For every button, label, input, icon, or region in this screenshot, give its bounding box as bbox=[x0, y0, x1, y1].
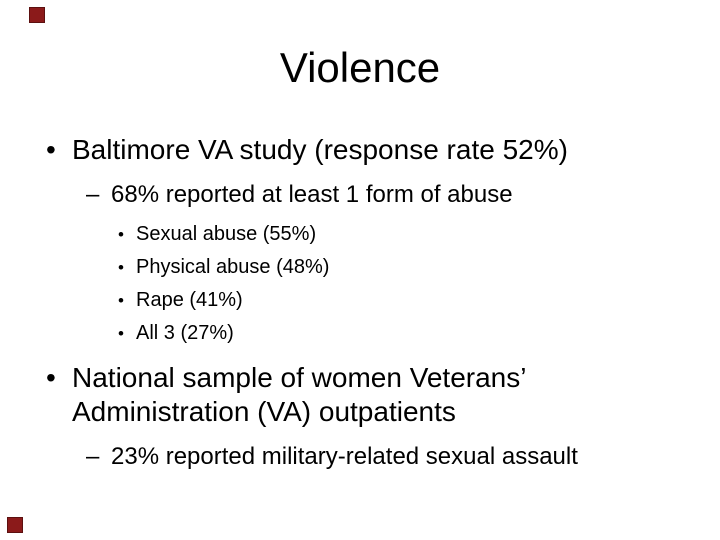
bullet-text: Baltimore VA study (response rate 52%) bbox=[72, 134, 568, 165]
list-item: • All 3 (27%) bbox=[118, 317, 329, 350]
decor-square-top-left bbox=[29, 7, 45, 23]
bullet-item-1: • Baltimore VA study (response rate 52%) bbox=[46, 133, 632, 167]
sub-bullet-list: • Sexual abuse (55%) • Physical abuse (4… bbox=[118, 218, 329, 350]
list-item: • Physical abuse (48%) bbox=[118, 251, 329, 284]
sub-bullet-2: – 23% reported military-related sexual a… bbox=[86, 442, 691, 472]
bullet-marker: • bbox=[118, 225, 124, 244]
dash-marker: – bbox=[86, 181, 100, 208]
dash-marker: – bbox=[86, 443, 100, 470]
sub-bullet-1: – 68% reported at least 1 form of abuse bbox=[86, 180, 691, 210]
list-item: • Sexual abuse (55%) bbox=[118, 218, 329, 251]
slide-title: Violence bbox=[279, 44, 441, 91]
decor-square-bottom-left bbox=[7, 517, 23, 533]
bullet-marker: • bbox=[118, 324, 124, 343]
bullet-marker: • bbox=[118, 291, 124, 310]
bullet-item-2: • National sample of women Veterans’ Adm… bbox=[46, 361, 632, 429]
list-item-text: Rape (41%) bbox=[136, 289, 243, 311]
list-item-text: Sexual abuse (55%) bbox=[136, 223, 317, 245]
bullet-marker: • bbox=[118, 258, 124, 277]
bullet-marker: • bbox=[46, 134, 56, 165]
bullet-text: National sample of women Veterans’ Admin… bbox=[72, 362, 526, 427]
list-item-text: All 3 (27%) bbox=[136, 322, 234, 344]
list-item-text: Physical abuse (48%) bbox=[136, 256, 330, 278]
bullet-marker: • bbox=[46, 362, 56, 393]
sub-bullet-text: 68% reported at least 1 form of abuse bbox=[111, 181, 513, 208]
sub-bullet-text: 23% reported military-related sexual ass… bbox=[111, 443, 578, 470]
list-item: • Rape (41%) bbox=[118, 284, 329, 317]
